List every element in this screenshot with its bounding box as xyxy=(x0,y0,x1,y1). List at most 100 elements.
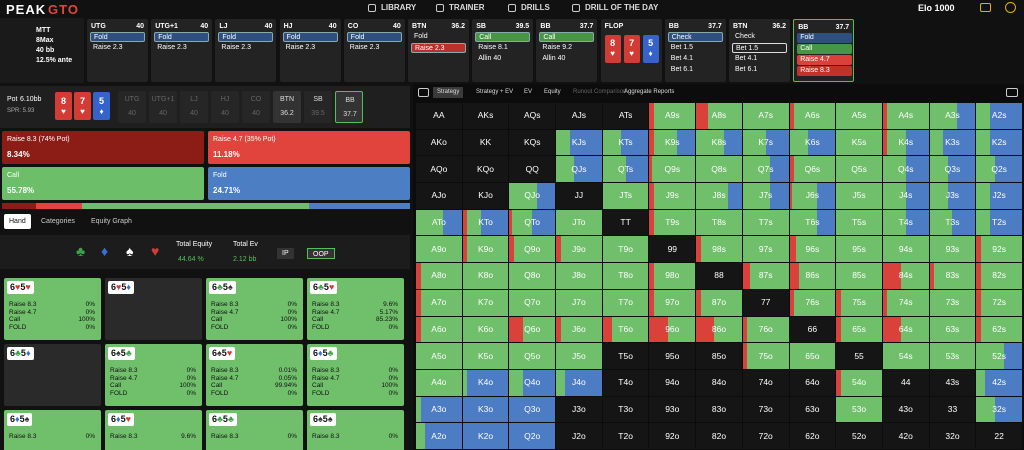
hand-cell[interactable]: 93o xyxy=(649,396,696,423)
hand-cell[interactable]: Q5s xyxy=(836,156,882,183)
hand-cell[interactable]: Q4s xyxy=(882,156,929,183)
hand-cell[interactable]: 94o xyxy=(649,369,696,396)
hand-cell[interactable]: K3s xyxy=(929,129,976,156)
action-card[interactable]: HJ 40 Fold Raise 2.3 xyxy=(279,19,341,82)
nav-item[interactable]: TRAINER xyxy=(449,3,485,12)
action-option[interactable]: Fold xyxy=(90,32,145,42)
hand-cell[interactable]: 64s xyxy=(882,316,929,343)
hand-cell[interactable]: A4s xyxy=(882,103,929,129)
hand-cell[interactable]: J5o xyxy=(556,343,602,369)
hand-cell[interactable]: JTo xyxy=(556,209,602,236)
user-icon[interactable] xyxy=(1005,2,1016,13)
hand-cell[interactable]: 22 xyxy=(976,423,1022,449)
hand-cell[interactable]: K5o xyxy=(462,343,509,369)
action-card[interactable]: BTN 36.2 Fold Raise 2.3 xyxy=(408,19,469,82)
hand-cell[interactable]: 86s xyxy=(789,263,836,289)
hand-cell[interactable]: T2o xyxy=(602,423,649,449)
hand-cell[interactable]: 75s xyxy=(836,289,882,316)
hand-cell[interactable]: T7s xyxy=(742,209,789,236)
action-option[interactable]: Raise 2.3 xyxy=(349,44,380,51)
hand-cell[interactable]: 72s xyxy=(976,289,1022,316)
hand-cell[interactable]: KK xyxy=(462,129,509,156)
hand-cell[interactable]: JJ xyxy=(556,183,602,209)
action-card[interactable]: FLOP 8 ♥ 7 ♥ 5 ♦ xyxy=(600,19,662,82)
hand-cell[interactable]: 77 xyxy=(742,289,789,316)
hand-cell[interactable]: QJo xyxy=(509,183,556,209)
action-option[interactable]: Fold xyxy=(154,32,210,42)
hand-cell[interactable]: 65o xyxy=(789,343,836,369)
hand-cell[interactable]: 66 xyxy=(789,316,836,343)
hand-cell[interactable]: A8s xyxy=(696,103,742,129)
action-option[interactable]: Raise 2.3 xyxy=(221,44,251,51)
hand-cell[interactable]: J6o xyxy=(556,316,602,343)
position-toggle[interactable]: IP xyxy=(277,248,294,259)
hand-cell[interactable]: 64o xyxy=(789,369,836,396)
hand-cell[interactable]: J3s xyxy=(929,183,976,209)
hand-cell[interactable]: 62o xyxy=(789,423,836,449)
suit-filter[interactable]: ♦ xyxy=(101,243,109,259)
hand-cell[interactable]: A2o xyxy=(416,423,462,449)
nav-item[interactable]: LIBRARY xyxy=(381,3,417,12)
hand-cell[interactable]: J8s xyxy=(696,183,742,209)
hand-cell[interactable]: A6s xyxy=(789,103,836,129)
hand-cell[interactable]: KTo xyxy=(462,209,509,236)
hand-cell[interactable]: 92o xyxy=(649,423,696,449)
hand-cell[interactable]: T6s xyxy=(789,209,836,236)
hand-cell[interactable]: ATs xyxy=(602,103,649,129)
hand-cell[interactable]: 85s xyxy=(836,263,882,289)
hand-cell[interactable]: K4o xyxy=(462,369,509,396)
hand-cell[interactable]: A3s xyxy=(929,103,976,129)
action-option[interactable]: Raise 9.2 xyxy=(542,44,572,51)
hand-cell[interactable]: 62s xyxy=(976,316,1022,343)
hand-cell[interactable]: QTs xyxy=(602,156,649,183)
action-card[interactable]: LJ 40 Fold Raise 2.3 xyxy=(215,19,277,82)
hand-cell[interactable]: AQo xyxy=(416,156,462,183)
hand-cell[interactable]: K7o xyxy=(462,289,509,316)
hand-cell[interactable]: 84o xyxy=(696,369,742,396)
hand-cell[interactable]: K5s xyxy=(836,129,882,156)
hand-cell[interactable]: AA xyxy=(416,103,462,129)
action-card[interactable]: BB 37.7 Fold Call Raise 4.7 Raise 8.3 xyxy=(793,19,855,82)
action-option[interactable]: Bet 6.1 xyxy=(735,66,758,73)
hand-cell[interactable]: Q3o xyxy=(509,396,556,423)
hand-cell[interactable]: 74o xyxy=(742,369,789,396)
hand-cell[interactable]: K6s xyxy=(789,129,836,156)
hand-cell[interactable]: 43o xyxy=(882,396,929,423)
nav-item[interactable]: DRILL OF THE DAY xyxy=(585,3,659,12)
hand-cell[interactable]: 73o xyxy=(742,396,789,423)
action-option[interactable]: Bet 1.5 xyxy=(732,43,787,53)
grid-tab[interactable]: EV xyxy=(524,89,533,95)
hand-cell[interactable]: A2s xyxy=(976,103,1022,129)
hand-cell[interactable]: J4o xyxy=(556,369,602,396)
hand-cell[interactable]: KJs xyxy=(556,129,602,156)
hand-cell[interactable]: 96s xyxy=(789,236,836,263)
hand-cell[interactable]: 54s xyxy=(882,343,929,369)
hand-cell[interactable]: Q8o xyxy=(509,263,556,289)
hand-cell[interactable]: A3o xyxy=(416,396,462,423)
hand-cell[interactable]: A5s xyxy=(836,103,882,129)
hand-cell[interactable]: K7s xyxy=(742,129,789,156)
panel-icon[interactable] xyxy=(418,88,429,97)
hand-cell[interactable]: T3s xyxy=(929,209,976,236)
hand-cell[interactable]: KQo xyxy=(462,156,509,183)
strategy-option[interactable]: Call 55.78% xyxy=(2,167,204,200)
hand-cell[interactable]: T8o xyxy=(602,263,649,289)
strategy-option[interactable]: Raise 4.7 (35% Pot) 11.18% xyxy=(208,131,410,164)
grid-tab[interactable]: Equity xyxy=(544,89,561,95)
action-option[interactable]: Raise 2.3 xyxy=(285,44,316,51)
hand-cell[interactable]: T5s xyxy=(836,209,882,236)
hand-cell[interactable]: 85o xyxy=(696,343,742,369)
action-option[interactable]: Raise 8.3 xyxy=(797,66,853,76)
hand-cell[interactable]: J2s xyxy=(976,183,1022,209)
action-option[interactable]: Bet 4.1 xyxy=(735,55,758,62)
hand-cell[interactable]: 63o xyxy=(789,396,836,423)
action-option[interactable]: Fold xyxy=(414,33,428,40)
hand-cell[interactable]: QQ xyxy=(509,156,556,183)
tab[interactable]: Hand xyxy=(4,214,31,229)
suit-filter[interactable]: ♠ xyxy=(126,243,134,259)
action-card[interactable]: BB 37.7 Call Raise 9.2 Allin 40 xyxy=(536,19,598,82)
hand-cell[interactable]: K4s xyxy=(882,129,929,156)
hand-cell[interactable]: Q9s xyxy=(649,156,696,183)
grid-tab[interactable]: Runout Comparison xyxy=(573,89,627,95)
hand-cell[interactable]: A7s xyxy=(742,103,789,129)
